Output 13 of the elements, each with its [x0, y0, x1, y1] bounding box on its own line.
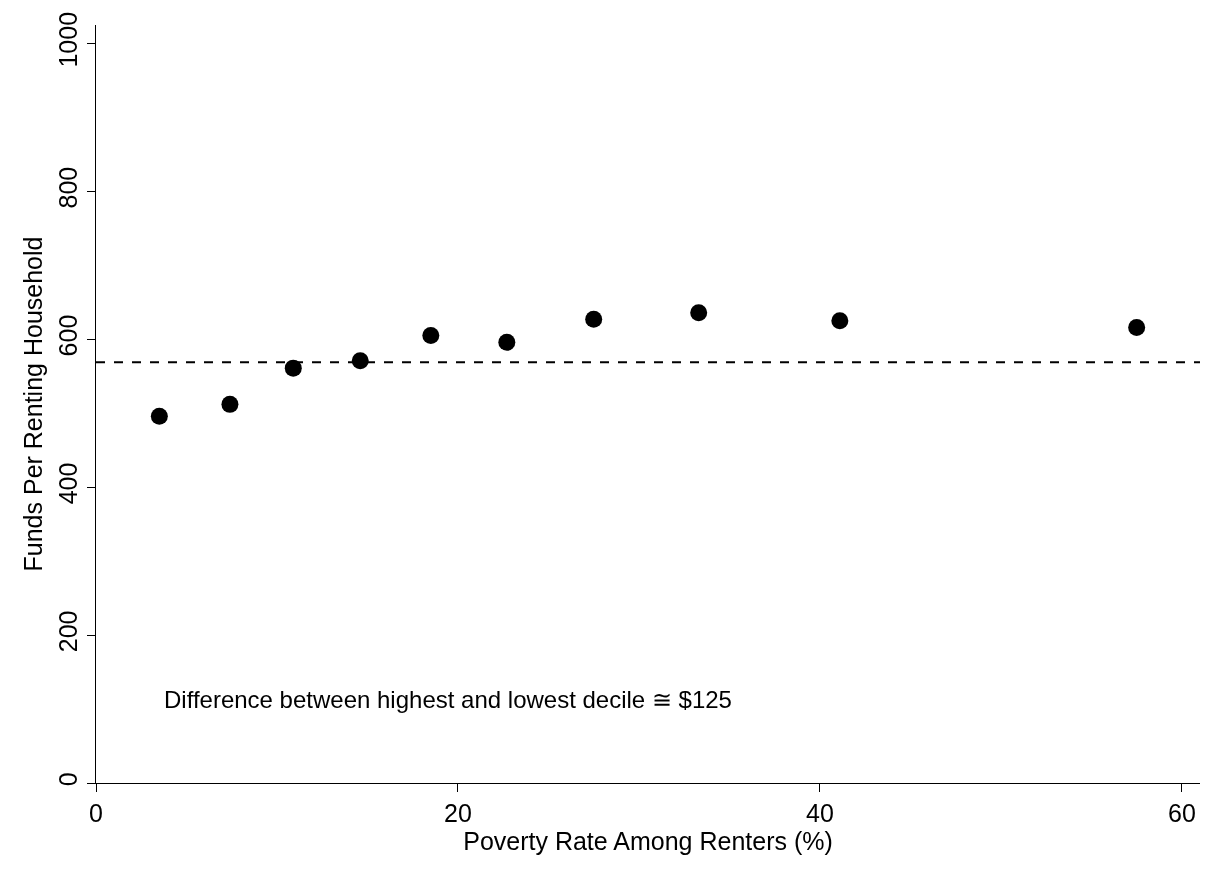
y-tick-label: 800 [54, 166, 82, 209]
y-tick-label: 600 [54, 314, 82, 357]
x-tick-label: 0 [89, 799, 103, 827]
y-axis-title: Funds Per Renting Household [18, 236, 47, 572]
x-axis-title: Poverty Rate Among Renters (%) [463, 827, 833, 855]
x-tick-label: 60 [1167, 799, 1196, 827]
annotation: Difference between highest and lowest decile ≅ $125 [164, 686, 732, 713]
x-tick-label: 40 [806, 799, 834, 827]
y-tick-label: 0 [54, 772, 82, 787]
y-tick-label: 1000 [54, 11, 82, 68]
y-tick-label: 200 [54, 610, 82, 653]
x-tick-label: 20 [444, 799, 472, 827]
y-tick-label: 400 [54, 462, 82, 505]
